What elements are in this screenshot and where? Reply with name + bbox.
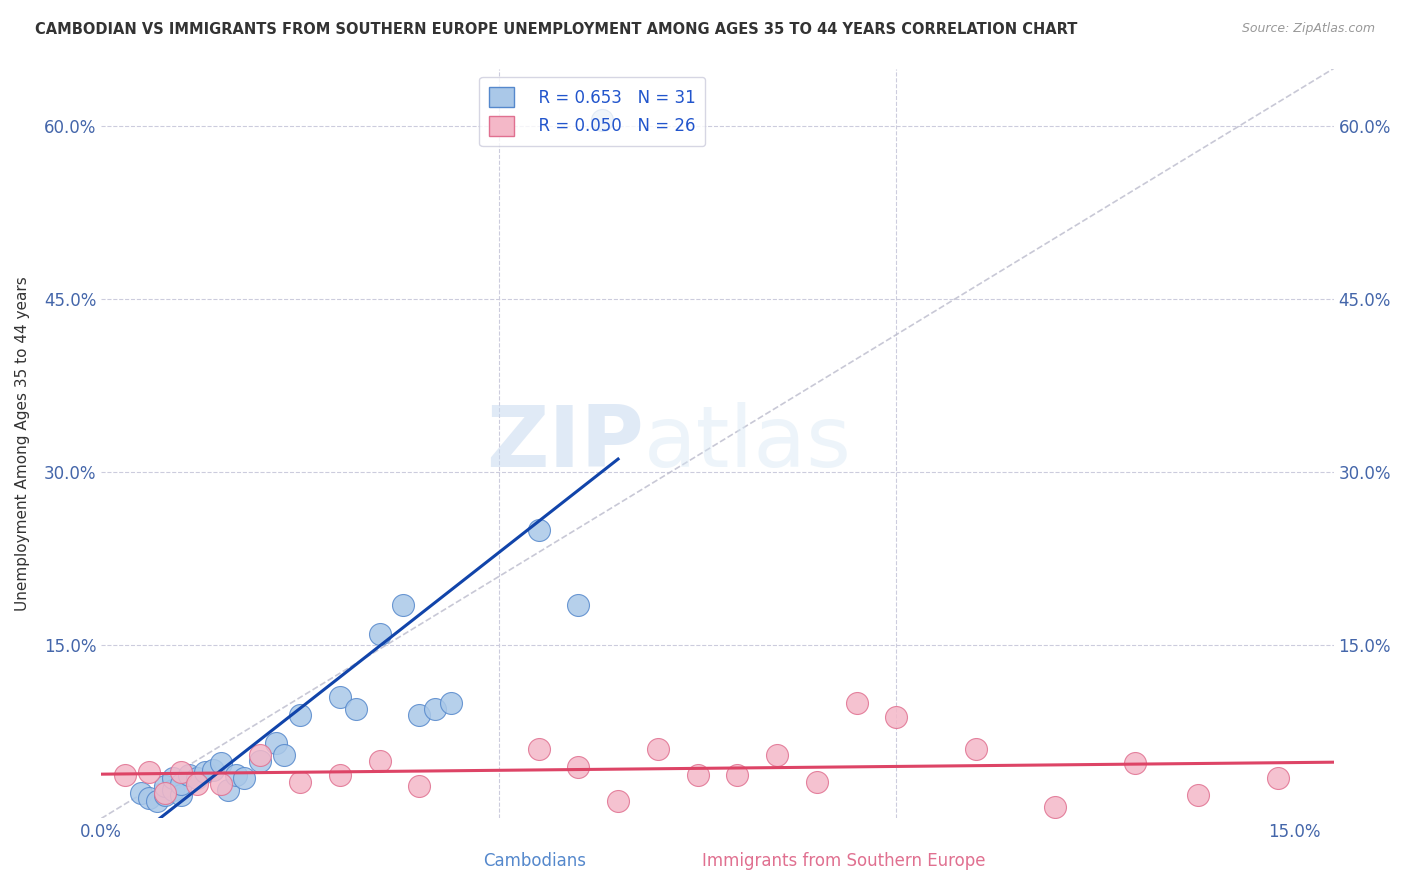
Y-axis label: Unemployment Among Ages 35 to 44 years: Unemployment Among Ages 35 to 44 years [15,277,30,611]
Point [288,774,311,789]
Point [567,598,589,612]
Point [845,696,868,710]
Point [264,736,287,750]
Point [194,765,217,780]
Point [1123,756,1146,770]
Point [129,786,152,800]
Point [725,767,748,781]
Point [249,747,271,762]
Point [186,777,208,791]
Point [217,782,239,797]
Point [170,765,193,780]
Point [527,742,550,756]
Point [965,742,987,756]
Point [368,627,391,641]
Point [425,702,447,716]
Point [368,754,391,768]
Point [170,789,193,803]
Point [1267,771,1289,785]
Point [153,779,176,793]
Point [209,756,232,770]
Point [440,696,463,710]
Point [162,771,184,785]
Point [607,794,630,808]
Point [273,747,295,762]
Point [201,763,224,777]
Point [225,767,247,781]
Point [153,786,176,800]
Point [647,742,669,756]
Point [408,707,430,722]
Text: ZIP: ZIP [485,402,644,485]
Point [177,767,200,781]
Point [392,598,415,612]
Point [408,779,430,793]
Point [567,759,589,773]
Text: atlas: atlas [644,402,852,485]
Point [138,790,160,805]
Point [138,765,160,780]
Text: Immigrants from Southern Europe: Immigrants from Southern Europe [702,852,986,870]
Point [233,771,256,785]
Point [344,702,367,716]
Point [591,113,613,128]
Point [153,789,176,803]
Point [806,774,828,789]
Point [114,767,136,781]
Point [686,767,709,781]
Point [527,523,550,537]
Point [329,690,352,705]
Text: CAMBODIAN VS IMMIGRANTS FROM SOUTHERN EUROPE UNEMPLOYMENT AMONG AGES 35 TO 44 YE: CAMBODIAN VS IMMIGRANTS FROM SOUTHERN EU… [35,22,1077,37]
Point [1187,789,1209,803]
Point [1045,800,1067,814]
Point [146,794,169,808]
Point [186,771,208,785]
Text: Source: ZipAtlas.com: Source: ZipAtlas.com [1241,22,1375,36]
Point [886,710,908,724]
Point [209,777,232,791]
Point [249,754,271,768]
Point [162,782,184,797]
Point [766,747,789,762]
Point [329,767,352,781]
Legend:   R = 0.653   N = 31,   R = 0.050   N = 26: R = 0.653 N = 31, R = 0.050 N = 26 [479,77,706,146]
Point [288,707,311,722]
Text: Cambodians: Cambodians [482,852,586,870]
Point [170,777,193,791]
